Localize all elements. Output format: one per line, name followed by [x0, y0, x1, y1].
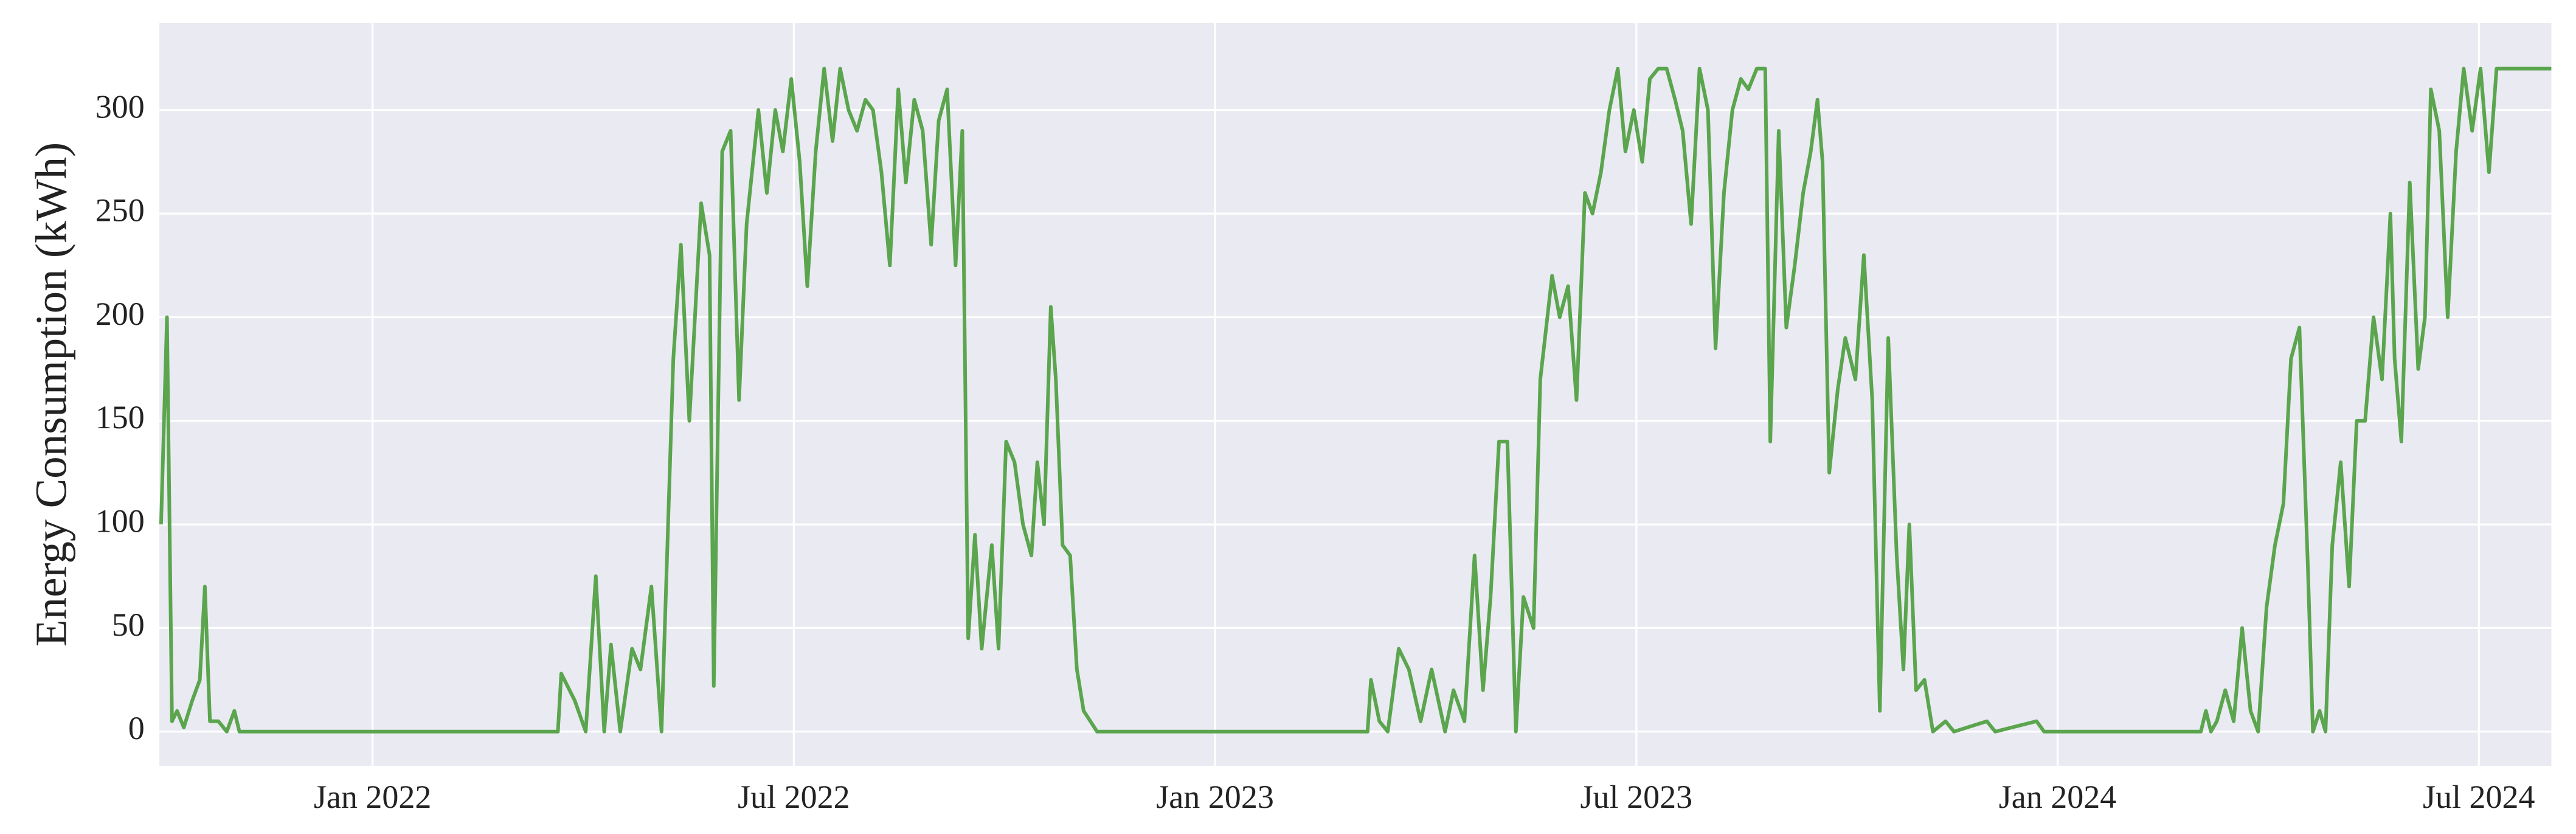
plot-area — [159, 23, 2552, 766]
x-tick-label: Jan 2022 — [314, 779, 432, 815]
y-axis-label: Energy Consumption (kWh) — [27, 142, 76, 647]
y-tick-label: 250 — [95, 192, 145, 229]
x-tick-label: Jan 2023 — [1156, 779, 1274, 815]
y-tick-label: 50 — [112, 606, 145, 643]
y-tick-label: 100 — [95, 502, 145, 539]
y-tick-label: 300 — [95, 88, 145, 125]
x-tick-label: Jul 2024 — [2423, 779, 2535, 815]
data-line — [159, 66, 2552, 734]
y-tick-label: 150 — [95, 399, 145, 436]
y-tick-label: 200 — [95, 296, 145, 332]
y-tick-label: 0 — [128, 710, 145, 746]
x-tick-label: Jan 2024 — [1999, 779, 2117, 815]
x-tick-label: Jul 2022 — [738, 779, 850, 815]
x-tick-label: Jul 2023 — [1581, 779, 1693, 815]
